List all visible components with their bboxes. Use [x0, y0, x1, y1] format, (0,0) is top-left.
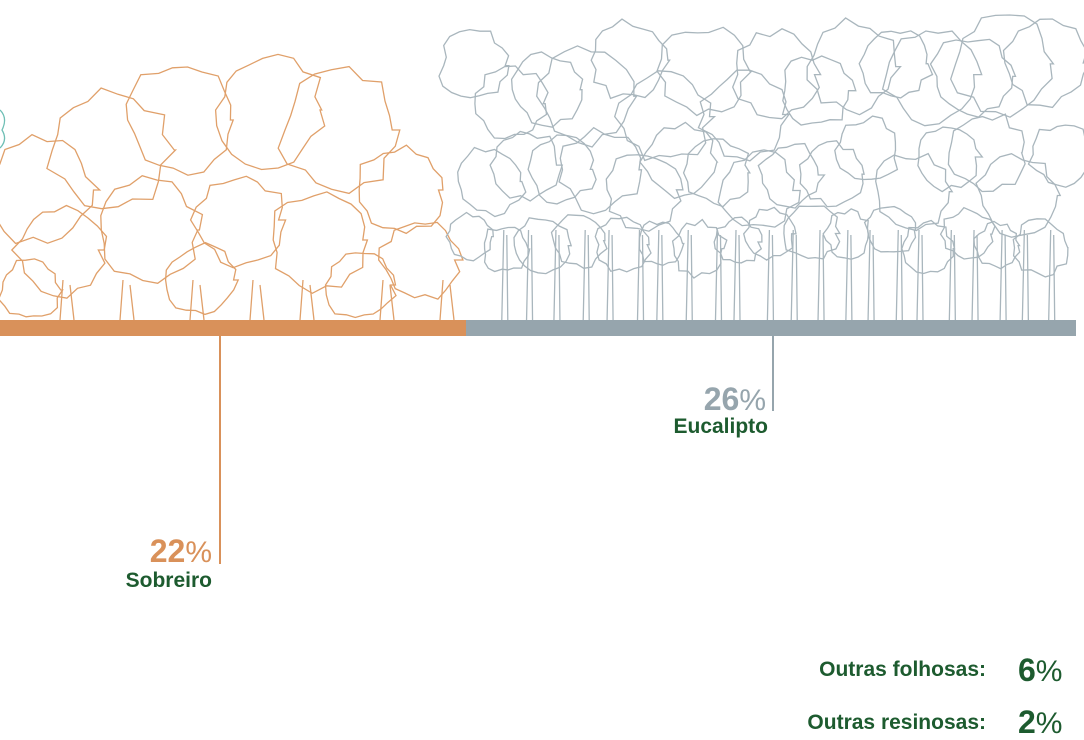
tree-stroke: [951, 15, 1054, 117]
tree-stroke: [440, 280, 454, 320]
tree-stroke: [615, 71, 715, 161]
tree-stroke: [0, 259, 63, 317]
unit: %: [739, 384, 766, 417]
tree-stroke: [1022, 230, 1028, 320]
tree-fragment: [0, 110, 5, 148]
value: 22: [150, 533, 186, 569]
tree-stroke: [216, 54, 325, 169]
tree-stroke: [949, 230, 955, 320]
tree-stroke: [800, 141, 865, 207]
illustration: [0, 0, 1084, 739]
tree-stroke: [512, 52, 583, 127]
tree-stroke: [976, 154, 1060, 238]
eucalyptus-percent: 26%: [704, 383, 766, 416]
tree-stroke: [606, 155, 683, 231]
unit: %: [1036, 707, 1063, 740]
tree-stroke: [823, 209, 868, 259]
tree-stroke: [0, 135, 100, 244]
tree-stroke: [359, 145, 443, 233]
tree-stroke: [537, 46, 637, 147]
tree-stroke: [783, 56, 856, 125]
value: 26: [704, 381, 740, 417]
tree-stroke: [60, 280, 74, 320]
tree-stroke: [931, 39, 1016, 117]
value: 6: [1018, 652, 1036, 688]
tree-stroke: [637, 230, 643, 320]
tree-stroke: [380, 280, 394, 320]
tree-stroke: [715, 230, 721, 320]
tree-stroke: [948, 114, 1025, 191]
tree-stroke: [972, 230, 978, 320]
tree-stroke: [684, 139, 750, 207]
tree-stroke: [591, 19, 669, 98]
eucalyptus-label: Eucalipto: [673, 416, 768, 437]
eucalyptus-trees: [439, 15, 1084, 320]
page: {"species": [ {"label": "Sobreiro", "val…: [0, 0, 1084, 739]
tree-stroke: [12, 206, 107, 299]
tree-stroke: [1029, 125, 1084, 187]
tree-stroke: [883, 31, 982, 126]
tree-stroke: [439, 30, 509, 98]
other-label: Outras folhosas:: [819, 659, 986, 680]
tree-stroke: [300, 280, 314, 320]
tree-stroke: [818, 230, 824, 320]
tree-stroke: [918, 127, 982, 192]
tree-stroke: [607, 230, 613, 320]
tree-stroke: [475, 66, 548, 139]
tree-stroke: [458, 148, 526, 217]
tree-stroke: [1004, 19, 1084, 107]
tree-stroke: [583, 230, 589, 320]
tree-stroke: [640, 122, 717, 198]
tree-stroke: [47, 88, 176, 209]
tree-stroke: [835, 116, 898, 179]
tree-stroke: [686, 230, 692, 320]
cork-oak-trees: [0, 54, 463, 320]
cork-percent: 22%: [150, 535, 212, 568]
tree-stroke: [326, 253, 397, 318]
tree-stroke: [896, 230, 902, 320]
eucalyptus-bar: [466, 320, 1076, 336]
cork-label: Sobreiro: [126, 570, 212, 591]
cork-bar: [0, 320, 466, 336]
tree-stroke: [278, 67, 400, 194]
tree-stroke: [865, 207, 916, 252]
tree-stroke: [126, 67, 233, 175]
unit: %: [185, 536, 212, 569]
tree-stroke: [917, 230, 923, 320]
other-label: Outras resinosas:: [807, 712, 986, 733]
tree-stroke: [490, 132, 562, 202]
other-percent: 2%: [1018, 706, 1062, 739]
unit: %: [1036, 655, 1063, 688]
tree-stroke: [1013, 219, 1068, 277]
tree-stroke: [191, 176, 286, 267]
tree-stroke: [1000, 230, 1006, 320]
value: 2: [1018, 704, 1036, 740]
tree-stroke: [846, 230, 852, 320]
tree-stroke: [250, 280, 264, 320]
tree-stroke: [527, 230, 533, 320]
tree-stroke: [502, 230, 508, 320]
tree-stroke: [941, 208, 995, 259]
tree-stroke: [190, 280, 204, 320]
tree-stroke: [807, 18, 900, 115]
tree-stroke: [559, 128, 641, 214]
tree-stroke: [273, 192, 367, 293]
tree-stroke: [767, 230, 773, 320]
tree-stroke: [876, 154, 953, 231]
tree-stroke: [101, 176, 203, 284]
tree-stroke: [657, 230, 663, 320]
tree-stroke: [120, 280, 134, 320]
tree-stroke: [734, 230, 740, 320]
other-percent: 6%: [1018, 654, 1062, 687]
